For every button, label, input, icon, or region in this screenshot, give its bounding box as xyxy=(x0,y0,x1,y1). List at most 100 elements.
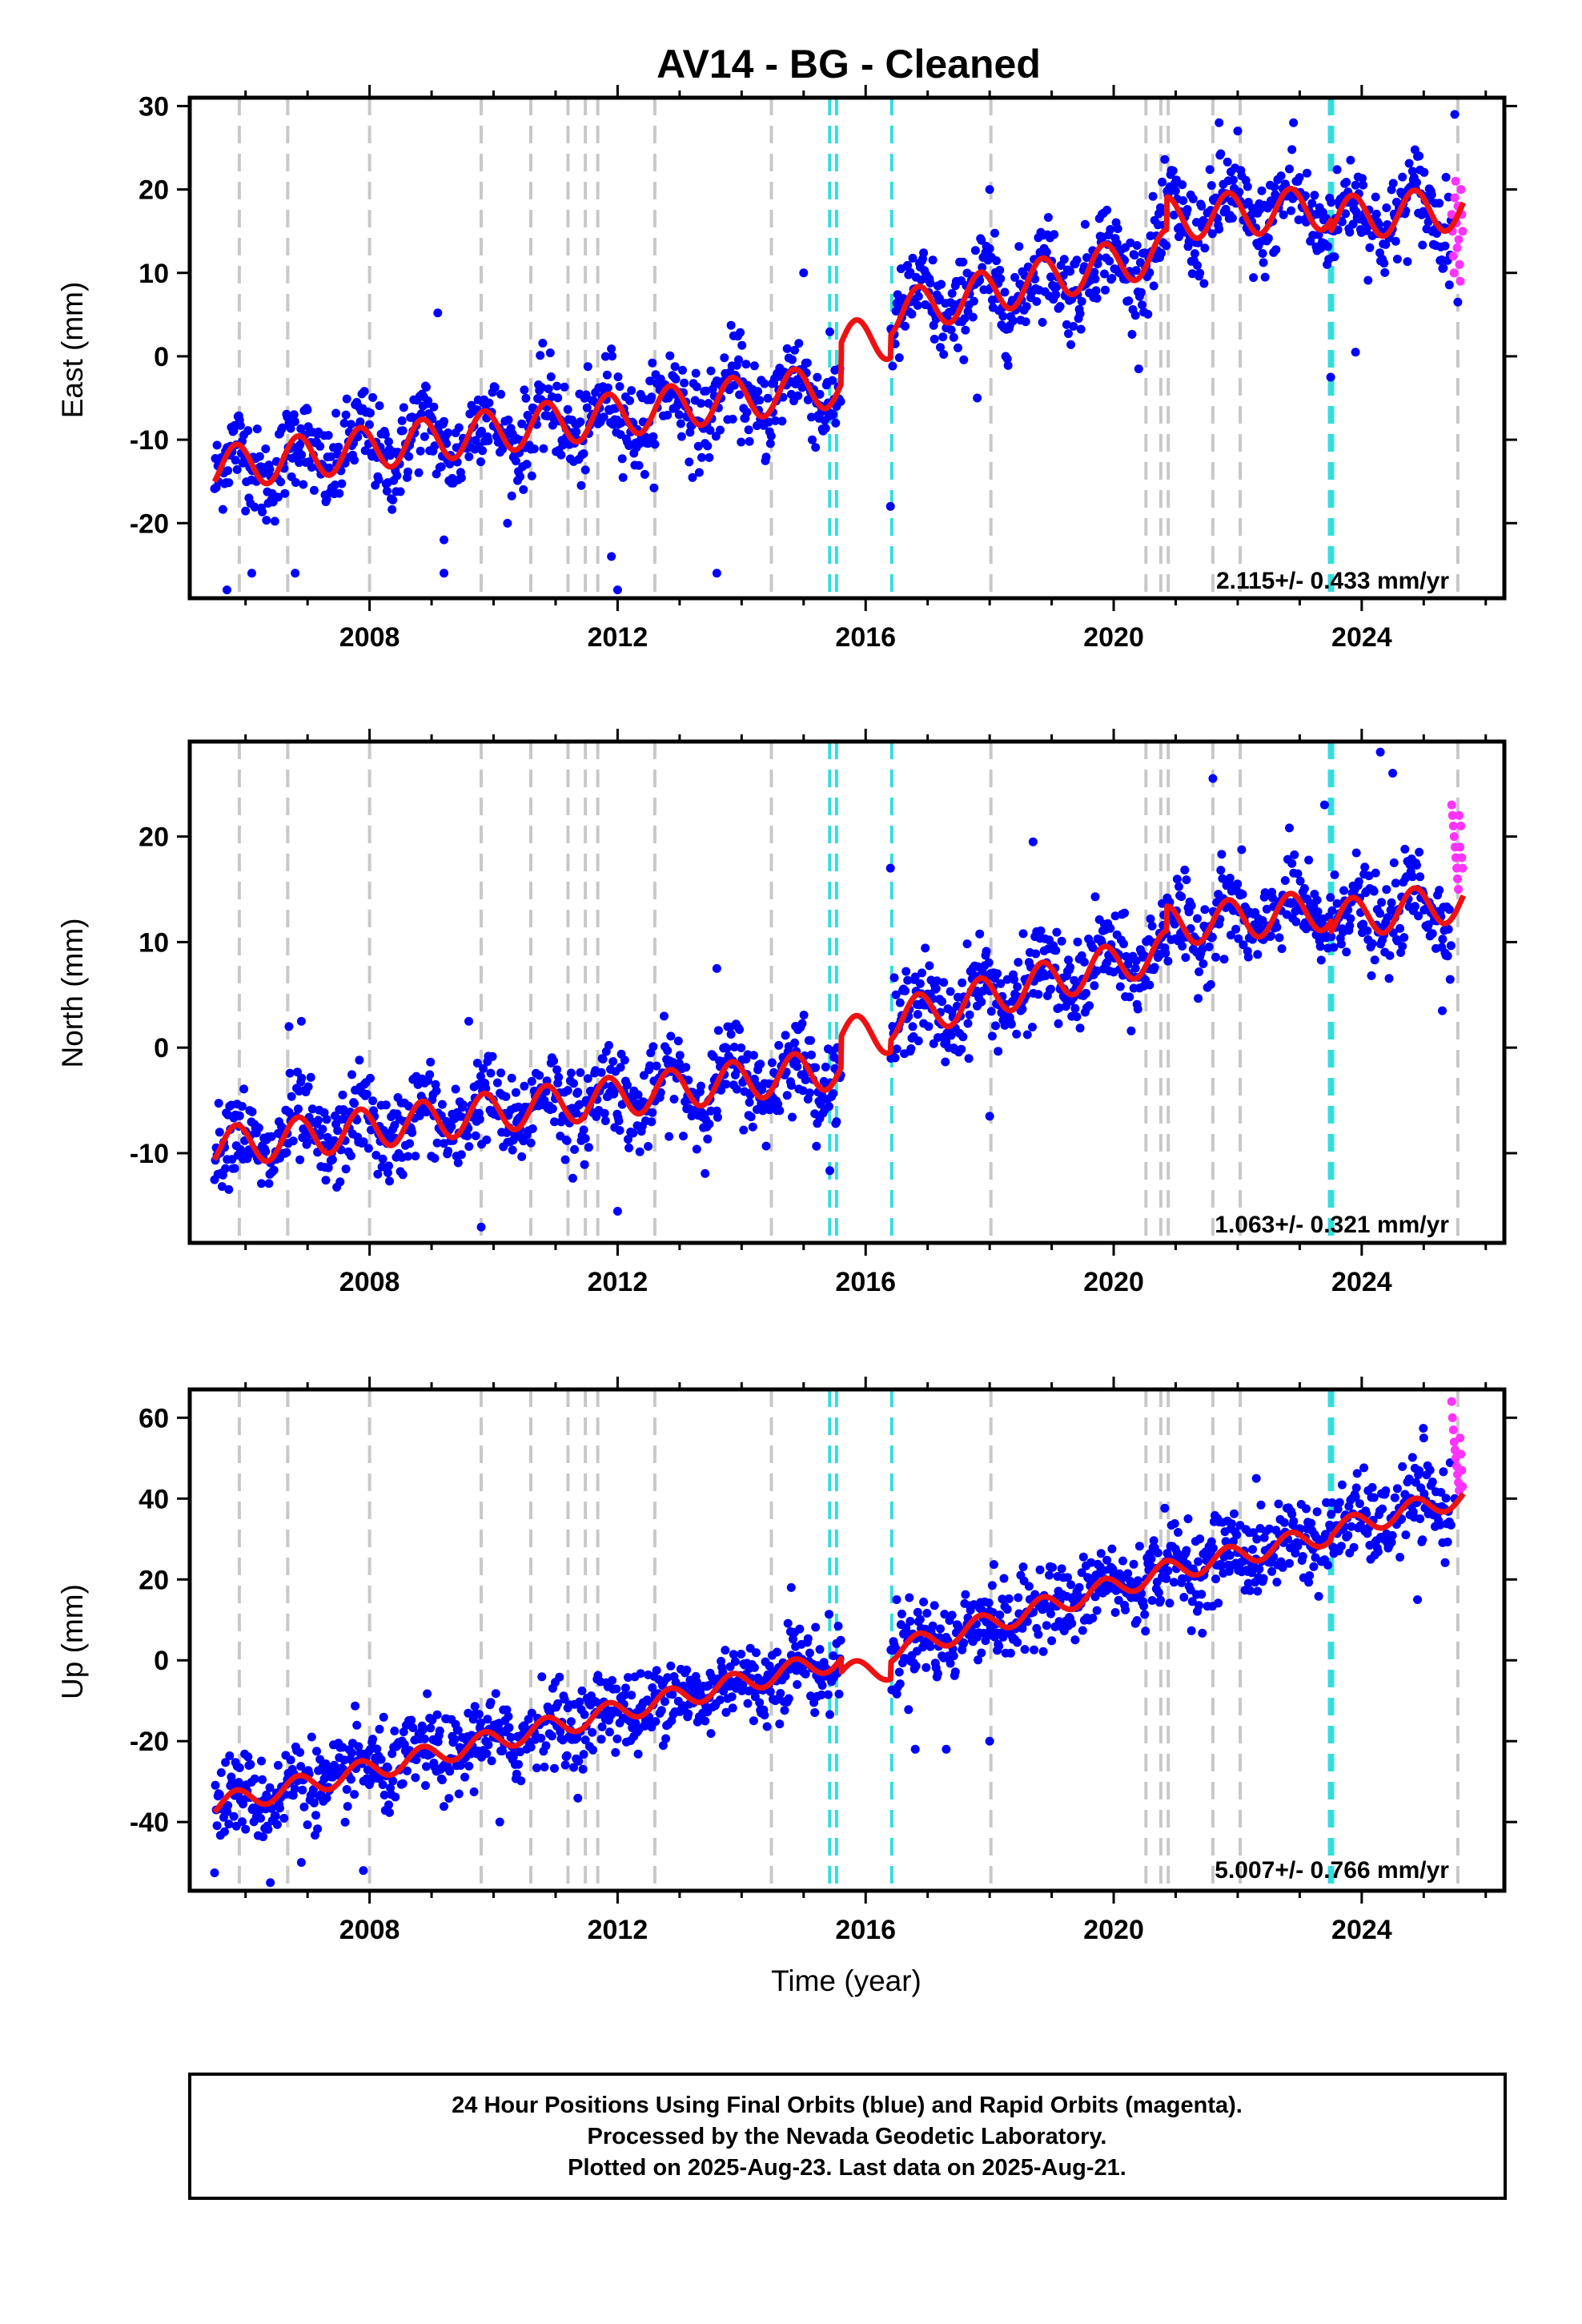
final-orbit-point xyxy=(1205,165,1215,175)
final-orbit-point xyxy=(781,1031,790,1040)
final-orbit-point xyxy=(644,439,653,448)
final-orbit-point xyxy=(520,1081,529,1091)
final-orbit-point xyxy=(1258,916,1267,925)
x-tick-label: 2016 xyxy=(835,1915,896,1945)
final-orbit-point xyxy=(1207,932,1217,942)
final-orbit-point xyxy=(580,465,590,475)
final-orbit-point xyxy=(1207,229,1217,239)
final-orbit-point xyxy=(793,391,803,400)
final-orbit-point xyxy=(737,340,747,350)
final-orbit-point xyxy=(753,1673,763,1683)
final-orbit-point xyxy=(254,1123,263,1132)
final-orbit-point xyxy=(341,1164,351,1174)
final-orbit-point xyxy=(741,360,751,369)
final-orbit-point xyxy=(808,435,817,444)
final-orbit-point xyxy=(1351,348,1360,357)
final-orbit-point xyxy=(829,410,838,420)
final-orbit-point xyxy=(440,569,449,578)
east-y-axis-label: East (mm) xyxy=(56,282,89,419)
final-orbit-point xyxy=(1123,1569,1133,1578)
final-orbit-point xyxy=(550,1117,559,1127)
final-orbit-point xyxy=(648,432,658,441)
final-orbit-point xyxy=(464,1708,473,1718)
final-orbit-point xyxy=(1384,974,1394,983)
final-orbit-point xyxy=(1110,911,1120,921)
final-orbit-point xyxy=(763,393,773,403)
final-orbit-point xyxy=(1182,205,1192,214)
final-orbit-point xyxy=(950,1667,960,1677)
final-orbit-point xyxy=(1219,955,1229,964)
final-orbit-point xyxy=(795,1624,805,1634)
final-orbit-point xyxy=(1018,929,1028,939)
final-orbit-point xyxy=(922,1609,932,1618)
final-orbit-point xyxy=(694,468,704,477)
final-orbit-point xyxy=(1124,296,1134,306)
final-orbit-point xyxy=(464,1016,474,1026)
final-orbit-point xyxy=(624,1143,634,1152)
final-orbit-point xyxy=(247,1107,257,1116)
final-orbit-point xyxy=(602,370,612,380)
final-orbit-point xyxy=(354,1742,363,1751)
final-orbit-point xyxy=(463,1132,472,1140)
final-orbit-point xyxy=(607,344,616,354)
final-orbit-point xyxy=(1052,927,1062,937)
final-orbit-point xyxy=(1163,956,1173,966)
final-orbit-point xyxy=(712,963,721,973)
final-orbit-point xyxy=(362,1089,371,1099)
final-orbit-point xyxy=(705,1120,714,1129)
final-orbit-point xyxy=(930,335,939,344)
final-orbit-point xyxy=(323,1132,332,1142)
final-orbit-point xyxy=(566,1068,576,1078)
final-orbit-point xyxy=(1280,876,1290,885)
final-orbit-point xyxy=(1218,874,1227,883)
final-orbit-point xyxy=(1051,946,1061,955)
final-orbit-point xyxy=(600,1116,610,1125)
final-orbit-point xyxy=(991,1021,1000,1031)
final-orbit-point xyxy=(482,1749,492,1759)
final-orbit-point xyxy=(297,1073,307,1083)
final-orbit-point xyxy=(373,1169,383,1179)
final-orbit-point xyxy=(514,1759,523,1769)
final-orbit-point xyxy=(982,947,991,956)
final-orbit-point xyxy=(790,345,800,355)
final-orbit-point xyxy=(797,383,807,392)
final-orbit-point xyxy=(1371,192,1380,202)
final-orbit-point xyxy=(615,1126,624,1135)
final-orbit-point xyxy=(1347,1522,1356,1531)
up-rate-label: 5.007+/- 0.766 mm/yr xyxy=(1215,1857,1449,1884)
final-orbit-point xyxy=(890,1053,900,1063)
final-orbit-point xyxy=(1092,966,1102,975)
final-orbit-point xyxy=(975,929,985,939)
north-layer-lines xyxy=(237,742,1460,1243)
final-orbit-point xyxy=(350,1790,359,1799)
x-tick-label: 2012 xyxy=(588,1267,648,1297)
final-orbit-point xyxy=(550,1763,559,1773)
final-orbit-point xyxy=(580,1134,590,1144)
final-orbit-point xyxy=(255,452,264,461)
final-orbit-point xyxy=(216,1768,226,1777)
final-orbit-point xyxy=(383,1168,392,1177)
final-orbit-point xyxy=(391,1792,400,1802)
final-orbit-point xyxy=(488,1051,497,1061)
final-orbit-point xyxy=(737,437,746,447)
final-orbit-point xyxy=(905,1617,915,1626)
final-orbit-point xyxy=(885,501,895,511)
final-orbit-point xyxy=(1190,249,1199,259)
final-orbit-point xyxy=(572,1733,582,1743)
final-orbit-point xyxy=(1337,217,1347,227)
final-orbit-point xyxy=(913,1010,922,1019)
final-orbit-point xyxy=(491,1689,500,1699)
final-orbit-point xyxy=(384,1161,393,1171)
y-tick-label: 10 xyxy=(139,259,169,289)
final-orbit-point xyxy=(1341,209,1351,219)
final-orbit-point xyxy=(1229,175,1238,185)
final-orbit-point xyxy=(701,386,711,396)
final-orbit-point xyxy=(833,1622,843,1630)
final-orbit-point xyxy=(716,1695,725,1705)
final-orbit-point xyxy=(1028,1023,1037,1031)
final-orbit-point xyxy=(1145,980,1154,990)
final-orbit-point xyxy=(224,478,234,488)
final-orbit-point xyxy=(810,1708,820,1717)
final-orbit-point xyxy=(656,1706,666,1715)
final-orbit-point xyxy=(743,1699,753,1708)
